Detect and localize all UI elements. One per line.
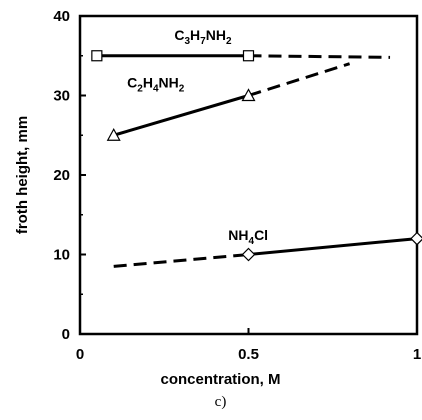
annotation-c3h7nh2: C3H7NH2 <box>174 27 232 47</box>
annotation-c3h7nh2-part-1: 3 <box>184 36 190 47</box>
y-tick-label-1: 10 <box>53 247 70 264</box>
series-2-point-1 <box>410 231 422 246</box>
annotation-c3h7nh2-part-2: H <box>190 27 200 43</box>
annotation-c3h7nh2-part-0: C <box>174 27 184 43</box>
annotation-c2h4nh2-part-5: 2 <box>179 84 185 95</box>
series-1-point-0 <box>106 127 121 141</box>
annotation-c2h4nh2-part-2: H <box>143 75 153 91</box>
annotation-c2h4nh2-part-3: 4 <box>153 84 159 95</box>
annotation-c2h4nh2-part-4: NH <box>159 75 179 91</box>
annotation-nh4cl-part-2: Cl <box>254 227 268 243</box>
annotation-nh4cl-part-0: NH <box>228 227 248 243</box>
series-2-dashed-line <box>113 253 249 268</box>
series-2-point-0 <box>241 247 256 262</box>
y-tick-label-0: 0 <box>62 326 70 343</box>
series-0-point-1 <box>242 50 255 62</box>
annotation-c3h7nh2-part-5: 2 <box>226 36 232 47</box>
x-tick-label-2: 1 <box>413 346 421 363</box>
annotation-c3h7nh2-part-3: 7 <box>200 36 206 47</box>
series-1-solid-line <box>113 94 249 137</box>
y-tick-label-3: 30 <box>53 88 70 105</box>
annotation-c2h4nh2: C2H4NH2 <box>127 75 185 95</box>
annotation-nh4cl: NH4Cl <box>228 227 268 247</box>
series-2-solid-line <box>248 237 418 256</box>
panel-label: c) <box>215 394 227 410</box>
annotation-c2h4nh2-part-1: 2 <box>137 84 143 95</box>
x-tick-label-0: 0 <box>76 346 84 363</box>
series-1-point-1 <box>241 88 256 102</box>
x-tick-label-1: 0.5 <box>238 346 259 363</box>
y-tick-label-4: 40 <box>53 8 70 25</box>
annotation-c3h7nh2-part-4: NH <box>206 27 226 43</box>
annotation-c2h4nh2-part-0: C <box>127 75 137 91</box>
series-0-dashed-line <box>248 54 391 59</box>
plot-frame <box>78 14 419 336</box>
y-tick-label-2: 20 <box>53 167 70 184</box>
annotation-nh4cl-part-1: 4 <box>249 236 255 247</box>
series-1-dashed-line <box>248 62 351 97</box>
y-axis-title: froth height, mm <box>14 116 31 234</box>
x-axis-title: concentration, M <box>160 371 280 388</box>
series-0-point-0 <box>91 50 103 62</box>
